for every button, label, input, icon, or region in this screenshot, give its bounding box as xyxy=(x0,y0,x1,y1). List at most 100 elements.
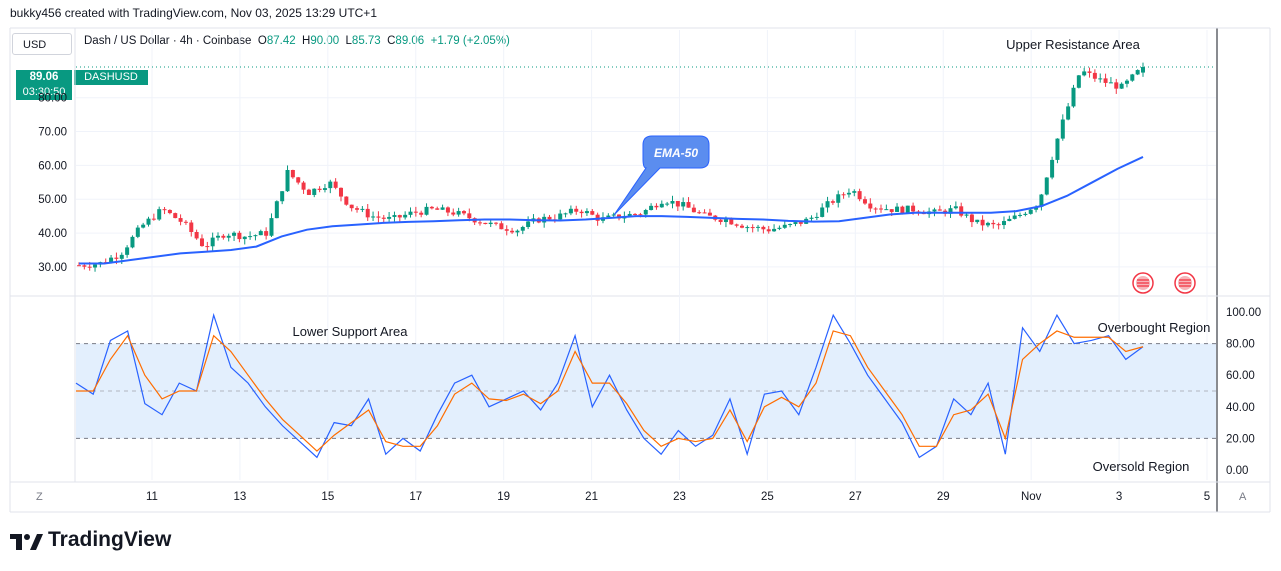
candle-body xyxy=(510,230,515,233)
candle-body xyxy=(1135,70,1140,75)
candle-body xyxy=(675,200,680,207)
candle-body xyxy=(419,212,424,215)
candle-body xyxy=(488,222,493,225)
us-flag-event-icon[interactable] xyxy=(1174,272,1196,294)
rsi-tick-label: 20.00 xyxy=(1226,433,1255,445)
candle-body xyxy=(643,210,648,215)
zoom-button[interactable]: Z xyxy=(36,491,43,503)
candle-body xyxy=(788,224,793,226)
candle-body xyxy=(953,206,958,209)
candle-body xyxy=(216,235,221,238)
candle-body xyxy=(948,208,953,214)
tradingview-logo-icon xyxy=(10,534,43,550)
candle-body xyxy=(456,211,461,215)
candle-body xyxy=(392,215,397,217)
candle-body xyxy=(734,224,739,226)
price-tick-label: 80.00 xyxy=(38,93,67,105)
candle-body xyxy=(825,201,830,208)
candle-body xyxy=(975,219,980,223)
candle-body xyxy=(809,217,814,219)
candle-body xyxy=(1103,78,1108,83)
candle-body xyxy=(381,217,386,219)
candle-body xyxy=(135,227,140,237)
tradingview-logo-text: TradingView xyxy=(48,528,172,551)
candle-body xyxy=(312,188,317,195)
rsi-ma-line xyxy=(76,330,1144,452)
candle-body xyxy=(173,213,178,219)
candle-body xyxy=(798,222,803,224)
time-tick-label: 27 xyxy=(849,491,862,503)
candle-body xyxy=(985,222,990,226)
candle-body xyxy=(226,235,231,238)
time-tick-label: Nov xyxy=(1021,491,1042,503)
candle-body xyxy=(483,222,488,225)
candlestick-series xyxy=(77,62,1145,272)
candle-body xyxy=(296,177,301,183)
candle-body xyxy=(119,254,124,259)
candle-body xyxy=(1007,218,1012,222)
candle-body xyxy=(494,222,499,224)
candle-body xyxy=(210,237,215,247)
candle-body xyxy=(1119,83,1124,89)
upper-resistance-label: Upper Resistance Area xyxy=(1006,37,1140,52)
candle-body xyxy=(1039,194,1044,207)
candle-body xyxy=(344,196,349,205)
candle-body xyxy=(654,205,659,208)
auto-scale-button[interactable]: A xyxy=(1239,491,1247,503)
candle-body xyxy=(969,214,974,223)
candle-body xyxy=(723,219,728,223)
candle-body xyxy=(130,236,135,248)
candle-body xyxy=(793,222,798,225)
ema-50-label: EMA-50 xyxy=(654,146,698,160)
candle-body xyxy=(403,214,408,218)
price-tick-label: 60.00 xyxy=(38,160,67,172)
candle-body xyxy=(520,226,525,231)
candle-body xyxy=(183,221,188,223)
candle-body xyxy=(205,246,210,248)
candle-body xyxy=(408,211,413,215)
candle-body xyxy=(109,257,114,263)
candle-body xyxy=(873,208,878,210)
candle-body xyxy=(317,188,322,190)
legend-instrument: Dash / US Dollar · 4h · Coinbase xyxy=(84,35,252,47)
candle-body xyxy=(467,213,472,219)
candle-body xyxy=(558,213,563,220)
time-tick-label: 21 xyxy=(585,491,598,503)
currency-button[interactable]: USD xyxy=(12,33,72,55)
candle-body xyxy=(836,194,841,203)
candle-body xyxy=(568,208,573,214)
time-tick-label: 5 xyxy=(1204,491,1210,503)
candle-body xyxy=(242,236,247,240)
candle-body xyxy=(451,212,456,215)
us-flag-event-icon[interactable] xyxy=(1132,272,1154,294)
candle-body xyxy=(584,211,589,214)
candle-body xyxy=(1055,138,1060,160)
candle-body xyxy=(707,212,712,216)
candle-body xyxy=(579,211,584,214)
candle-body xyxy=(1050,159,1055,178)
candle-body xyxy=(595,214,600,221)
candle-body xyxy=(77,265,81,267)
candle-body xyxy=(199,238,204,247)
candle-body xyxy=(424,206,429,215)
lower-support-label: Lower Support Area xyxy=(293,324,409,339)
candle-body xyxy=(1060,119,1065,139)
candle-body xyxy=(756,226,761,228)
candle-body xyxy=(857,191,862,200)
candle-body xyxy=(387,216,392,219)
candle-body xyxy=(151,218,156,220)
candle-body xyxy=(991,222,996,225)
time-tick-label: 3 xyxy=(1116,491,1122,503)
candle-body xyxy=(237,232,242,240)
candle-body xyxy=(435,208,440,210)
candle-body xyxy=(846,192,851,195)
candle-body xyxy=(649,205,654,211)
candle-body xyxy=(761,226,766,230)
candle-body xyxy=(258,231,263,236)
candle-body xyxy=(306,189,311,195)
candle-body xyxy=(1092,72,1097,79)
candle-body xyxy=(232,232,237,236)
rsi-tick-label: 40.00 xyxy=(1226,402,1255,414)
price-axis-ticks: 30.00 40.00 50.00 60.00 70.00 80.00 xyxy=(38,93,67,274)
